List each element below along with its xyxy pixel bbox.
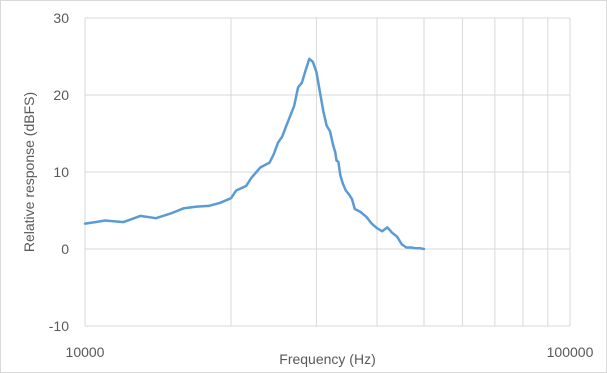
series-line [83,57,426,251]
x-tick-label: 10000 [66,344,105,360]
y-tick-label: 0 [61,241,69,257]
tick-labels: 30 20 10 0 -10 10000 100000 [49,10,594,360]
y-tick-label: -10 [49,318,69,334]
series-layer [83,57,426,251]
y-axis-title: Relative response (dBFS) [21,92,37,252]
y-tick-label: 10 [53,164,69,180]
y-tick-label: 20 [53,87,69,103]
y-tick-label: 30 [53,10,69,26]
x-tick-label: 100000 [547,344,594,360]
x-axis-title: Frequency (Hz) [279,351,375,367]
gridlines [84,17,571,327]
